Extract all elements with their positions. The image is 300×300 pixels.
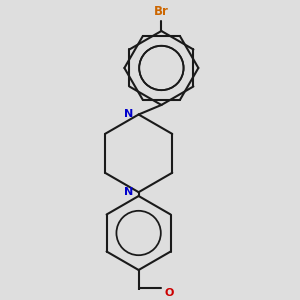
Text: N: N bbox=[124, 110, 133, 119]
Text: O: O bbox=[164, 288, 174, 298]
Text: Br: Br bbox=[154, 5, 169, 18]
Text: N: N bbox=[124, 187, 133, 197]
